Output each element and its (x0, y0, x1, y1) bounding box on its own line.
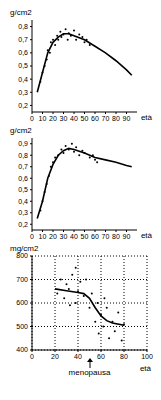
html-text:mg/cm2: mg/cm2 (10, 244, 39, 253)
svg-text:500: 500 (16, 323, 28, 330)
svg-text:0,6: 0,6 (18, 49, 28, 56)
svg-text:30: 30 (60, 233, 68, 240)
svg-text:70: 70 (102, 115, 110, 122)
svg-text:80: 80 (120, 353, 128, 360)
svg-text:30: 30 (60, 115, 68, 122)
svg-text:0,6: 0,6 (18, 175, 28, 182)
svg-text:70: 70 (102, 233, 110, 240)
svg-text:100: 100 (141, 353, 153, 360)
svg-text:0: 0 (30, 115, 34, 122)
svg-text:40: 40 (74, 353, 82, 360)
svg-text:0,3: 0,3 (18, 89, 28, 96)
html-text:età: età (140, 113, 152, 122)
svg-text:10: 10 (39, 233, 47, 240)
svg-text:10: 10 (39, 115, 47, 122)
svg-text:60: 60 (91, 115, 99, 122)
svg-text:400: 400 (16, 346, 28, 353)
html-text:menopausa: menopausa (68, 368, 111, 377)
svg-text:40: 40 (70, 233, 78, 240)
svg-text:0,2: 0,2 (18, 221, 28, 228)
svg-text:0: 0 (30, 233, 34, 240)
svg-text:0,9: 0,9 (18, 140, 28, 147)
svg-text:0,5: 0,5 (18, 62, 28, 69)
svg-text:0,3: 0,3 (18, 209, 28, 216)
svg-text:600: 600 (16, 299, 28, 306)
svg-text:60: 60 (91, 233, 99, 240)
html-text:età: età (140, 231, 152, 240)
svg-text:80: 80 (112, 115, 120, 122)
svg-text:20: 20 (49, 233, 57, 240)
svg-text:700: 700 (16, 276, 28, 283)
svg-text:80: 80 (112, 233, 120, 240)
svg-text:0,8: 0,8 (18, 152, 28, 159)
svg-text:40: 40 (70, 115, 78, 122)
svg-text:20: 20 (51, 353, 59, 360)
svg-text:0,4: 0,4 (18, 198, 28, 205)
svg-text:60: 60 (97, 353, 105, 360)
svg-text:50: 50 (81, 233, 89, 240)
svg-text:20: 20 (49, 115, 57, 122)
svg-text:0: 0 (30, 353, 34, 360)
svg-text:800: 800 (16, 252, 28, 259)
svg-text:0,2: 0,2 (18, 102, 28, 109)
svg-text:90: 90 (123, 115, 131, 122)
svg-text:0,7: 0,7 (18, 36, 28, 43)
svg-text:0,7: 0,7 (18, 163, 28, 170)
html-text:età: età (139, 364, 151, 373)
svg-text:0,5: 0,5 (18, 186, 28, 193)
html-text:g/cm2: g/cm2 (10, 8, 32, 17)
svg-text:50: 50 (81, 115, 89, 122)
svg-text:90: 90 (123, 233, 131, 240)
svg-text:0,8: 0,8 (18, 23, 28, 30)
html-text:g/cm2: g/cm2 (10, 126, 32, 135)
svg-text:0,4: 0,4 (18, 76, 28, 83)
